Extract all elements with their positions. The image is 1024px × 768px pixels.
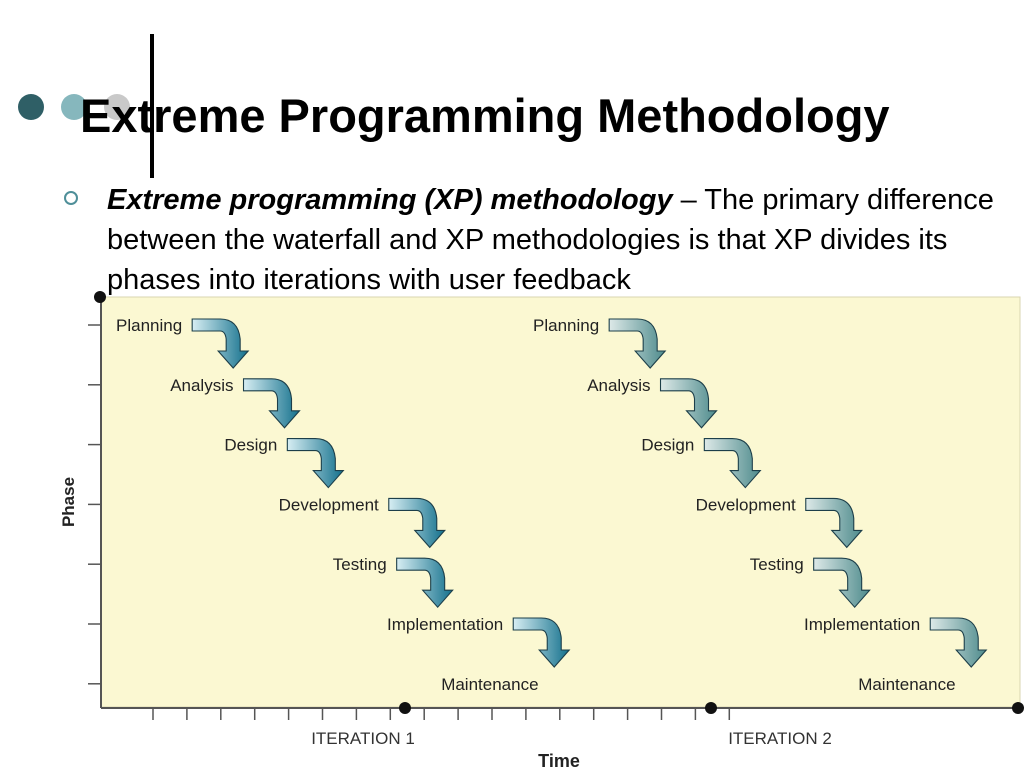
iteration-boundary-dot — [705, 702, 717, 714]
phase-arrow-icon — [703, 438, 762, 489]
phase-arrow-icon — [813, 557, 871, 609]
phase-label: Development — [279, 495, 379, 514]
phase-label: Maintenance — [858, 675, 955, 694]
phase-arrow-icon — [242, 378, 301, 429]
phase-label: Testing — [333, 555, 387, 574]
slide-title: Extreme Programming Methodology — [80, 89, 890, 142]
iteration-label: ITERATION 2 — [728, 729, 832, 748]
phase-label: Planning — [116, 316, 182, 335]
phase-arrow-icon — [191, 318, 250, 369]
decorative-dot-dark — [18, 94, 44, 120]
y-axis-top-dot — [94, 291, 106, 303]
phase-axis-label: Phase — [59, 477, 78, 527]
phase-label: Implementation — [804, 615, 920, 634]
bullet-ring-icon — [64, 191, 78, 205]
iteration-boundary-dot — [399, 702, 411, 714]
phase-arrow-icon — [512, 617, 571, 668]
bullet-text: Extreme programming (XP) methodology – T… — [107, 180, 1017, 300]
bullet-description: The primary difference between the water… — [107, 184, 994, 296]
iteration-label: ITERATION 1 — [311, 729, 415, 748]
time-axis-label: Time — [538, 751, 580, 768]
iteration-1: Planning Analysis Design Development Testing… — [116, 316, 571, 694]
x-axis-end-dot — [1012, 702, 1024, 714]
phase-label: Maintenance — [441, 675, 538, 694]
phase-label: Testing — [750, 555, 804, 574]
phase-arrow-icon — [396, 557, 454, 609]
phase-label: Implementation — [387, 615, 503, 634]
phase-arrow-icon — [608, 318, 667, 369]
phase-arrow-icon — [286, 438, 345, 489]
phase-arrow-icon — [805, 497, 863, 549]
phase-label: Design — [224, 436, 277, 455]
title-divider-line — [150, 34, 154, 178]
phase-arrow-icon — [388, 497, 446, 549]
phase-arrow-icon — [659, 378, 718, 429]
phase-label: Analysis — [587, 376, 650, 395]
phase-label: Planning — [533, 316, 599, 335]
phase-label: Analysis — [170, 376, 233, 395]
decorative-dot-gray — [104, 94, 130, 120]
bullet-term: Extreme programming (XP) methodology — [107, 184, 673, 216]
phase-arrow-icon — [929, 617, 988, 668]
phase-label: Design — [641, 436, 694, 455]
decorative-dot-light — [61, 94, 87, 120]
bullet-separator: – — [672, 184, 705, 216]
iteration-2: Planning Analysis Design Development Testing… — [533, 316, 988, 694]
phase-label: Development — [696, 495, 796, 514]
